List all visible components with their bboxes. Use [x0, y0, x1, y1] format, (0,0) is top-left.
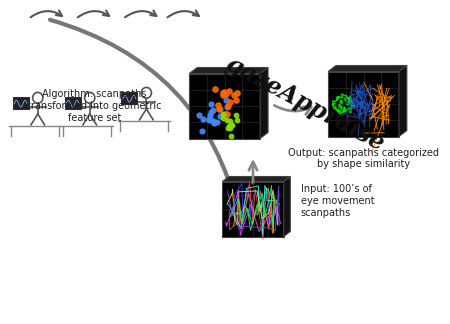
- Point: [230, 92, 237, 98]
- Point: [219, 111, 226, 117]
- Bar: [13, 97, 29, 109]
- Point: [219, 91, 226, 96]
- Point: [223, 118, 230, 123]
- Point: [220, 92, 227, 98]
- Point: [233, 117, 240, 122]
- Point: [211, 120, 218, 125]
- Point: [223, 98, 230, 103]
- Point: [224, 111, 231, 117]
- Point: [222, 91, 229, 96]
- Point: [222, 112, 229, 117]
- Bar: [65, 97, 81, 109]
- Point: [227, 133, 234, 138]
- Point: [226, 100, 233, 105]
- Polygon shape: [328, 65, 407, 72]
- Point: [206, 112, 213, 118]
- Text: Output: scanpaths categorized
by shape similarity: Output: scanpaths categorized by shape s…: [288, 148, 439, 169]
- Point: [196, 113, 203, 118]
- Point: [214, 103, 221, 108]
- Point: [233, 97, 240, 102]
- Point: [213, 119, 220, 124]
- Point: [209, 119, 216, 124]
- Polygon shape: [328, 72, 399, 136]
- Point: [226, 125, 233, 131]
- Point: [206, 117, 213, 122]
- Point: [228, 122, 235, 128]
- Text: Input: 100’s of
eye movement
scanpaths: Input: 100’s of eye movement scanpaths: [301, 184, 374, 218]
- Point: [225, 88, 232, 93]
- Point: [200, 117, 207, 122]
- Polygon shape: [222, 181, 284, 237]
- Point: [227, 123, 234, 128]
- Polygon shape: [189, 67, 268, 74]
- Point: [224, 103, 231, 108]
- Point: [198, 128, 205, 133]
- Polygon shape: [189, 74, 260, 138]
- Point: [223, 105, 230, 110]
- Polygon shape: [222, 177, 290, 181]
- Point: [211, 86, 218, 91]
- Point: [208, 101, 215, 106]
- Polygon shape: [399, 65, 407, 136]
- Polygon shape: [284, 177, 290, 237]
- Point: [209, 107, 216, 112]
- Point: [216, 106, 224, 111]
- Bar: [122, 92, 137, 104]
- Point: [220, 89, 227, 94]
- Point: [207, 110, 214, 115]
- Point: [210, 120, 217, 125]
- Polygon shape: [260, 67, 268, 138]
- Point: [215, 106, 222, 111]
- Point: [225, 123, 232, 128]
- Text: gazeAppraise: gazeAppraise: [222, 52, 389, 156]
- Point: [225, 125, 232, 131]
- Point: [226, 119, 234, 124]
- Point: [233, 91, 240, 96]
- Point: [219, 115, 226, 121]
- Point: [205, 116, 212, 122]
- Point: [232, 112, 239, 118]
- Point: [207, 116, 214, 121]
- Point: [216, 113, 224, 118]
- Text: Algorithm: scanpaths
transformed into geometric
feature set: Algorithm: scanpaths transformed into ge…: [27, 89, 162, 122]
